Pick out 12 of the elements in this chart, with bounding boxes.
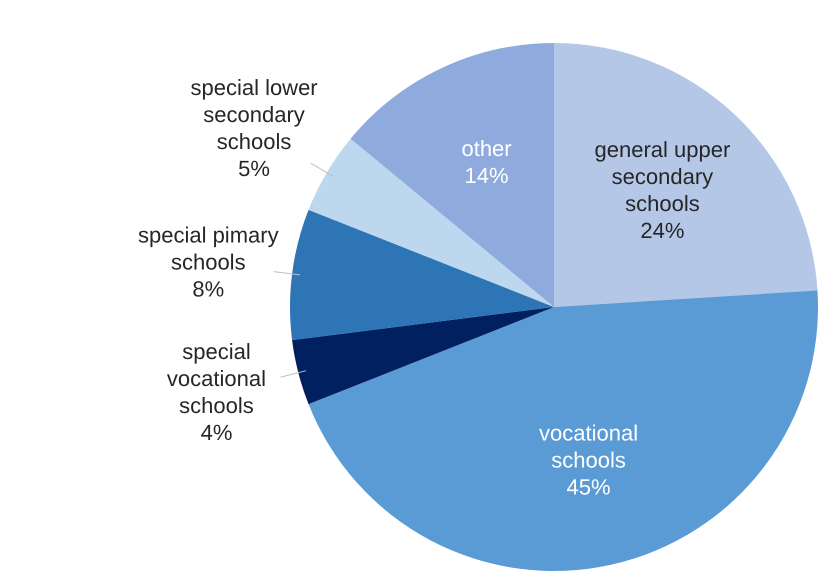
slice-label: special vocational schools (166, 339, 266, 418)
data-label: 5% (238, 156, 270, 182)
data-label: 24% (640, 218, 684, 244)
data-label: 8% (192, 276, 224, 302)
slice-label: special lower secondary schools (190, 75, 318, 154)
slice-label: special pimary schools (138, 222, 279, 274)
slice-label: general upper secondary schools (594, 137, 730, 216)
slice-label: vocational schools (539, 420, 638, 473)
data-label: 45% (566, 474, 611, 500)
slice-label: other (461, 136, 512, 162)
data-label: 4% (200, 420, 232, 446)
data-label: 14% (464, 163, 509, 188)
